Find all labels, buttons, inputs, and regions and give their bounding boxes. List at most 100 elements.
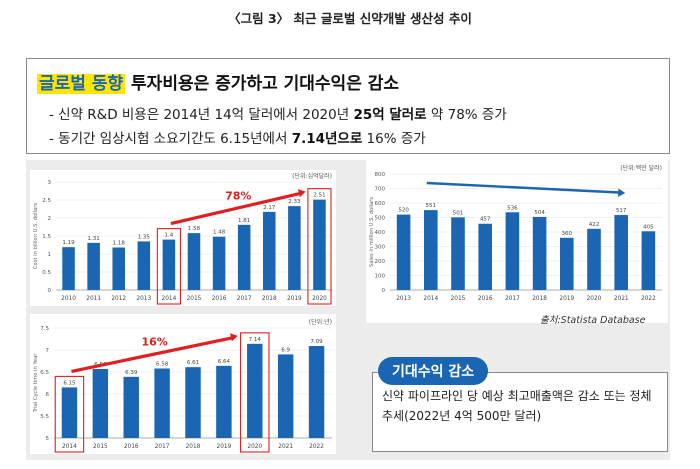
sales-x-tick-label: 2018 <box>532 296 547 302</box>
cycle-data-label: 7.09 <box>310 339 323 345</box>
bullet-cycle-pre: - 동기간 임상시험 소요기간도 6.15년에서 <box>49 131 292 147</box>
sales-x-tick-label: 2013 <box>396 296 411 302</box>
sales-data-label: 517 <box>616 208 627 214</box>
cost-chart-card: (단위:십억달러) Cost in billion U.S. dollars 0 0.… <box>30 170 336 306</box>
sales-bar <box>641 231 656 290</box>
sales-bar <box>424 210 438 290</box>
bullet-cycle: - 동기간 임상시험 소요기간도 6.15년에서 7.14년으로 16% 증가 <box>49 127 426 147</box>
sales-bar <box>587 228 601 290</box>
sales-x-tick-label: 2015 <box>451 296 466 302</box>
cycle-bar <box>61 387 78 438</box>
sales-data-label: 360 <box>562 231 573 237</box>
cost-x-tick-label: 2017 <box>237 296 252 302</box>
cycle-x-tick-label: 2021 <box>278 444 293 450</box>
cost-y-axis-label: Cost in billion U.S. dollars <box>33 203 39 269</box>
cycle-highlight-box <box>240 332 270 453</box>
cost-y-tick-label: 0.5 <box>42 270 51 276</box>
sales-x-tick-label: 2014 <box>423 296 438 302</box>
cycle-x-tick-label: 2019 <box>217 444 232 450</box>
cycle-x-tick-label: 2018 <box>186 444 201 450</box>
bullet-cost: - 신약 R&D 비용은 2014년 14억 달러에서 2020년 25억 달러… <box>49 103 507 123</box>
cycle-unit-label: (단위:년) <box>309 318 332 326</box>
sales-y-tick-label: 700 <box>375 187 386 193</box>
headline-box: 글로벌 동향 투자비용은 증가하고 기대수익은 감소 - 신약 R&D 비용은 … <box>26 58 670 154</box>
cycle-x-tick-label: 2017 <box>155 444 170 450</box>
cycle-chart: (단위:년) Trial Cycle time in Year 5 5.5 6 6.5 7 7… <box>33 318 332 453</box>
cost-x-tick-label: 2014 <box>162 296 177 302</box>
cycle-x-tick-label: 2014 <box>62 444 77 450</box>
cycle-x-tick-label: 2016 <box>124 444 139 450</box>
cost-bar <box>313 199 326 290</box>
cost-data-label: 1.81 <box>238 218 250 224</box>
sales-y-tick-label: 100 <box>375 274 386 280</box>
sales-data-label: 536 <box>507 205 518 211</box>
sales-x-tick-label: 2022 <box>641 296 656 302</box>
cost-bar <box>162 239 176 290</box>
sales-data-label: 457 <box>480 217 491 223</box>
sales-y-tick-label: 200 <box>375 259 386 265</box>
sales-y-tick-label: 800 <box>375 172 386 178</box>
sales-data-label: 551 <box>426 203 437 209</box>
headline-highlight: 글로벌 동향 <box>37 74 126 94</box>
cost-bar <box>187 233 201 290</box>
cost-y-tick-label: 3 <box>48 180 52 186</box>
cycle-x-tick-label: 2022 <box>309 444 324 450</box>
cost-x-tick-label: 2018 <box>262 296 277 302</box>
sales-unit-label: (단위:백만 달러) <box>620 164 662 172</box>
cost-data-label: 1.48 <box>213 230 226 236</box>
cost-data-label: 1.58 <box>188 226 201 232</box>
cycle-chart-card: (단위:년) Trial Cycle time in Year 5 5.5 6 6.5 7 7… <box>30 314 336 454</box>
cycle-trend-arrow <box>71 336 233 373</box>
cycle-bar <box>92 368 109 438</box>
cost-x-tick-label: 2015 <box>187 296 202 302</box>
cost-bar <box>137 241 151 290</box>
cycle-trend-arrow-head <box>230 333 238 342</box>
bullet-cycle-bold: 7.14년으로 <box>291 131 363 147</box>
sales-bar <box>478 223 492 290</box>
cost-bar <box>112 247 125 290</box>
cycle-bar <box>308 346 325 438</box>
cycle-data-label: 6.61 <box>187 360 199 366</box>
cycle-y-tick-label: 6.5 <box>40 370 49 376</box>
cost-bar <box>263 211 276 290</box>
cycle-y-axis-label: Trial Cycle time in Year <box>33 353 39 414</box>
sales-bar <box>614 215 628 290</box>
cycle-bar <box>247 343 263 438</box>
cost-y-tick-label: 1 <box>48 252 52 258</box>
sales-x-tick-label: 2016 <box>478 296 493 302</box>
cycle-y-tick-label: 7 <box>46 348 50 354</box>
cost-chart: (단위:십억달러) Cost in billion U.S. dollars 0 0.… <box>33 172 332 305</box>
cycle-x-tick-label: 2020 <box>247 444 262 450</box>
cycle-bar <box>123 376 139 438</box>
sales-x-tick-label: 2020 <box>587 296 602 302</box>
cycle-annotation: 16% <box>141 336 167 349</box>
cycle-y-tick-label: 5.5 <box>40 414 49 420</box>
cycle-y-tick-label: 5 <box>46 436 50 442</box>
sales-data-label: 501 <box>453 210 464 216</box>
outlook-title: 기대수익 감소 <box>378 357 489 385</box>
figure-caption: 〈그림 3〉 최근 글로벌 신약개발 생산성 추이 <box>228 11 472 26</box>
sales-y-tick-label: 500 <box>375 216 386 222</box>
cost-x-tick-label: 2011 <box>86 296 101 302</box>
cost-bar <box>288 206 301 290</box>
headline: 글로벌 동향 투자비용은 증가하고 기대수익은 감소 <box>37 69 399 94</box>
cycle-bar <box>154 368 170 438</box>
cost-y-tick-label: 0 <box>48 288 52 294</box>
sales-y-axis-label: Sales in million U.S. dollars <box>369 197 375 267</box>
sales-bar <box>560 237 574 290</box>
bullet-cycle-post: 16% 증가 <box>362 131 426 147</box>
sales-x-tick-label: 2017 <box>505 296 520 302</box>
cycle-data-label: 6.39 <box>125 370 138 376</box>
cost-bar <box>212 236 226 290</box>
cost-highlight-box <box>307 188 332 305</box>
cycle-data-label: 7.14 <box>249 337 262 343</box>
cost-annotation: 78% <box>225 190 251 203</box>
cycle-data-label: 6.15 <box>63 380 76 386</box>
sales-y-tick-label: 300 <box>375 245 386 251</box>
cycle-bar <box>277 354 294 438</box>
cost-y-tick-label: 1.5 <box>42 234 51 240</box>
cost-trend-arrow <box>170 191 301 226</box>
sales-chart-card: (단위:백만 달러) Sales in million U.S. dollars 0… <box>366 160 668 323</box>
cycle-y-tick-label: 6 <box>46 392 50 398</box>
sales-y-tick-label: 600 <box>375 201 386 207</box>
